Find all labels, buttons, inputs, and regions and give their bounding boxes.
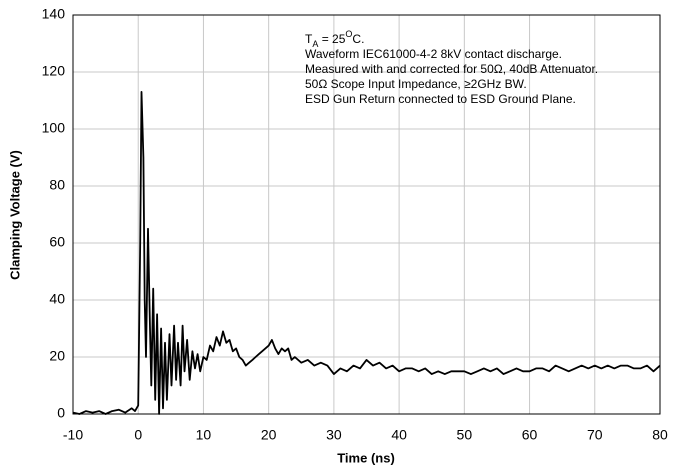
y-tick-label: 140 <box>42 6 66 22</box>
annotation-text: ESD Gun Return connected to ESD Ground P… <box>305 92 576 106</box>
y-tick-label: 80 <box>49 177 65 193</box>
annotation: TA = 25OC. <box>305 29 364 49</box>
x-tick-label: 40 <box>391 427 407 443</box>
y-axis-label: Clamping Voltage (V) <box>7 150 22 280</box>
x-tick-label: 30 <box>326 427 342 443</box>
x-tick-label: -10 <box>63 427 83 443</box>
y-tick-label: 60 <box>49 234 65 250</box>
x-tick-label: 0 <box>134 427 142 443</box>
annotation-text: 50Ω Scope Input Impedance, ≥2GHz BW. <box>305 77 527 91</box>
x-tick-label: 50 <box>457 427 473 443</box>
y-tick-label: 100 <box>42 120 66 136</box>
annotation: Waveform IEC61000-4-2 8kV contact discha… <box>305 47 562 61</box>
y-tick-label: 0 <box>57 405 65 421</box>
y-tick-label: 20 <box>49 348 65 364</box>
plot-frame <box>72 14 661 415</box>
data-line <box>72 91 661 415</box>
annotation: ESD Gun Return connected to ESD Ground P… <box>305 92 576 106</box>
annotation-text: Waveform IEC61000-4-2 8kV contact discha… <box>305 47 562 61</box>
x-tick-label: 70 <box>587 427 603 443</box>
x-axis-label: Time (ns) <box>337 450 395 465</box>
annotation: 50Ω Scope Input Impedance, ≥2GHz BW. <box>305 77 527 91</box>
annotation-text: T <box>305 32 313 46</box>
y-tick-label: 40 <box>49 291 65 307</box>
x-tick-label: 10 <box>196 427 212 443</box>
x-tick-label: 20 <box>261 427 277 443</box>
annotation-text: = 25 <box>318 32 345 46</box>
annotation-text: Measured with and corrected for 50Ω, 40d… <box>305 62 598 76</box>
annotation-text: A <box>312 39 318 49</box>
annotation-text: O <box>345 29 352 39</box>
annotation-text: C. <box>352 32 364 46</box>
x-tick-label: 60 <box>522 427 538 443</box>
annotation: Measured with and corrected for 50Ω, 40d… <box>305 62 598 76</box>
x-tick-label: 80 <box>652 427 668 443</box>
y-tick-label: 120 <box>42 63 66 79</box>
